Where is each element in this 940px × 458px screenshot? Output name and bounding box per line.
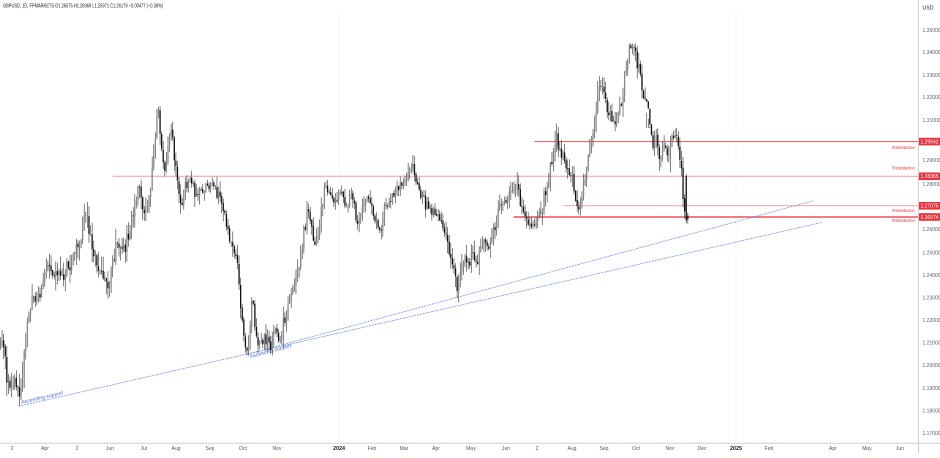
- svg-text:2: 2: [536, 446, 539, 452]
- svg-text:Aug: Aug: [567, 446, 576, 452]
- svg-text:1.29000: 1.29000: [923, 158, 940, 164]
- svg-text:1.28000: 1.28000: [923, 182, 940, 188]
- svg-text:1.25000: 1.25000: [923, 250, 940, 256]
- svg-text:1.31000: 1.31000: [923, 118, 940, 124]
- svg-text:GBPUSD, 1D, FPMARKETS O1.26575: GBPUSD, 1D, FPMARKETS O1.26575 H1.26969 …: [3, 4, 163, 10]
- svg-text:1.26000: 1.26000: [923, 227, 940, 233]
- svg-text:1.28365: 1.28365: [920, 174, 938, 180]
- svg-text:1.27075: 1.27075: [920, 204, 938, 210]
- svg-text:Aug: Aug: [171, 446, 180, 452]
- svg-text:Resistance: Resistance: [892, 208, 915, 213]
- svg-text:Apr: Apr: [829, 446, 837, 452]
- svg-text:Jun: Jun: [502, 446, 510, 452]
- svg-text:1.26574: 1.26574: [920, 215, 938, 221]
- svg-text:May: May: [862, 446, 872, 452]
- svg-text:1.33000: 1.33000: [923, 73, 940, 79]
- svg-text:Apr: Apr: [432, 446, 440, 452]
- svg-text:1.24000: 1.24000: [923, 273, 940, 279]
- svg-text:1.35000: 1.35000: [923, 28, 940, 34]
- svg-text:1.34000: 1.34000: [923, 50, 940, 56]
- svg-text:1.21000: 1.21000: [923, 341, 940, 347]
- svg-text:Nov: Nov: [665, 446, 675, 452]
- svg-text:Oct: Oct: [632, 446, 641, 452]
- svg-text:May: May: [466, 446, 476, 452]
- svg-text:USD: USD: [923, 6, 934, 12]
- svg-text:Dec: Dec: [697, 446, 707, 452]
- svg-text:Feb: Feb: [368, 446, 377, 452]
- svg-text:Feb: Feb: [765, 446, 774, 452]
- svg-text:1.22000: 1.22000: [923, 318, 940, 324]
- svg-text:1.29942: 1.29942: [920, 140, 938, 146]
- svg-text:1.32000: 1.32000: [923, 95, 940, 101]
- svg-text:Resistance: Resistance: [892, 218, 915, 223]
- svg-text:Mar: Mar: [400, 446, 409, 452]
- svg-text:1.23000: 1.23000: [923, 296, 940, 302]
- svg-text:Nov: Nov: [272, 446, 282, 452]
- svg-text:1.17000: 1.17000: [923, 431, 940, 437]
- svg-text:2025: 2025: [730, 446, 742, 452]
- svg-text:Resistance: Resistance: [892, 166, 915, 171]
- svg-text:Jun: Jun: [106, 446, 114, 452]
- svg-text:Jun: Jun: [896, 446, 904, 452]
- svg-text:2: 2: [11, 446, 14, 452]
- svg-text:Apr: Apr: [41, 446, 49, 452]
- svg-text:Jul: Jul: [141, 446, 148, 452]
- svg-text:Sep: Sep: [599, 446, 608, 452]
- svg-text:1.19000: 1.19000: [923, 386, 940, 392]
- svg-text:1.20000: 1.20000: [923, 363, 940, 369]
- svg-text:2024: 2024: [333, 446, 345, 452]
- svg-text:2: 2: [76, 446, 79, 452]
- svg-text:Oct: Oct: [239, 446, 248, 452]
- svg-text:Sep: Sep: [205, 446, 214, 452]
- svg-text:1.18000: 1.18000: [923, 408, 940, 414]
- svg-text:Resistance: Resistance: [892, 145, 915, 150]
